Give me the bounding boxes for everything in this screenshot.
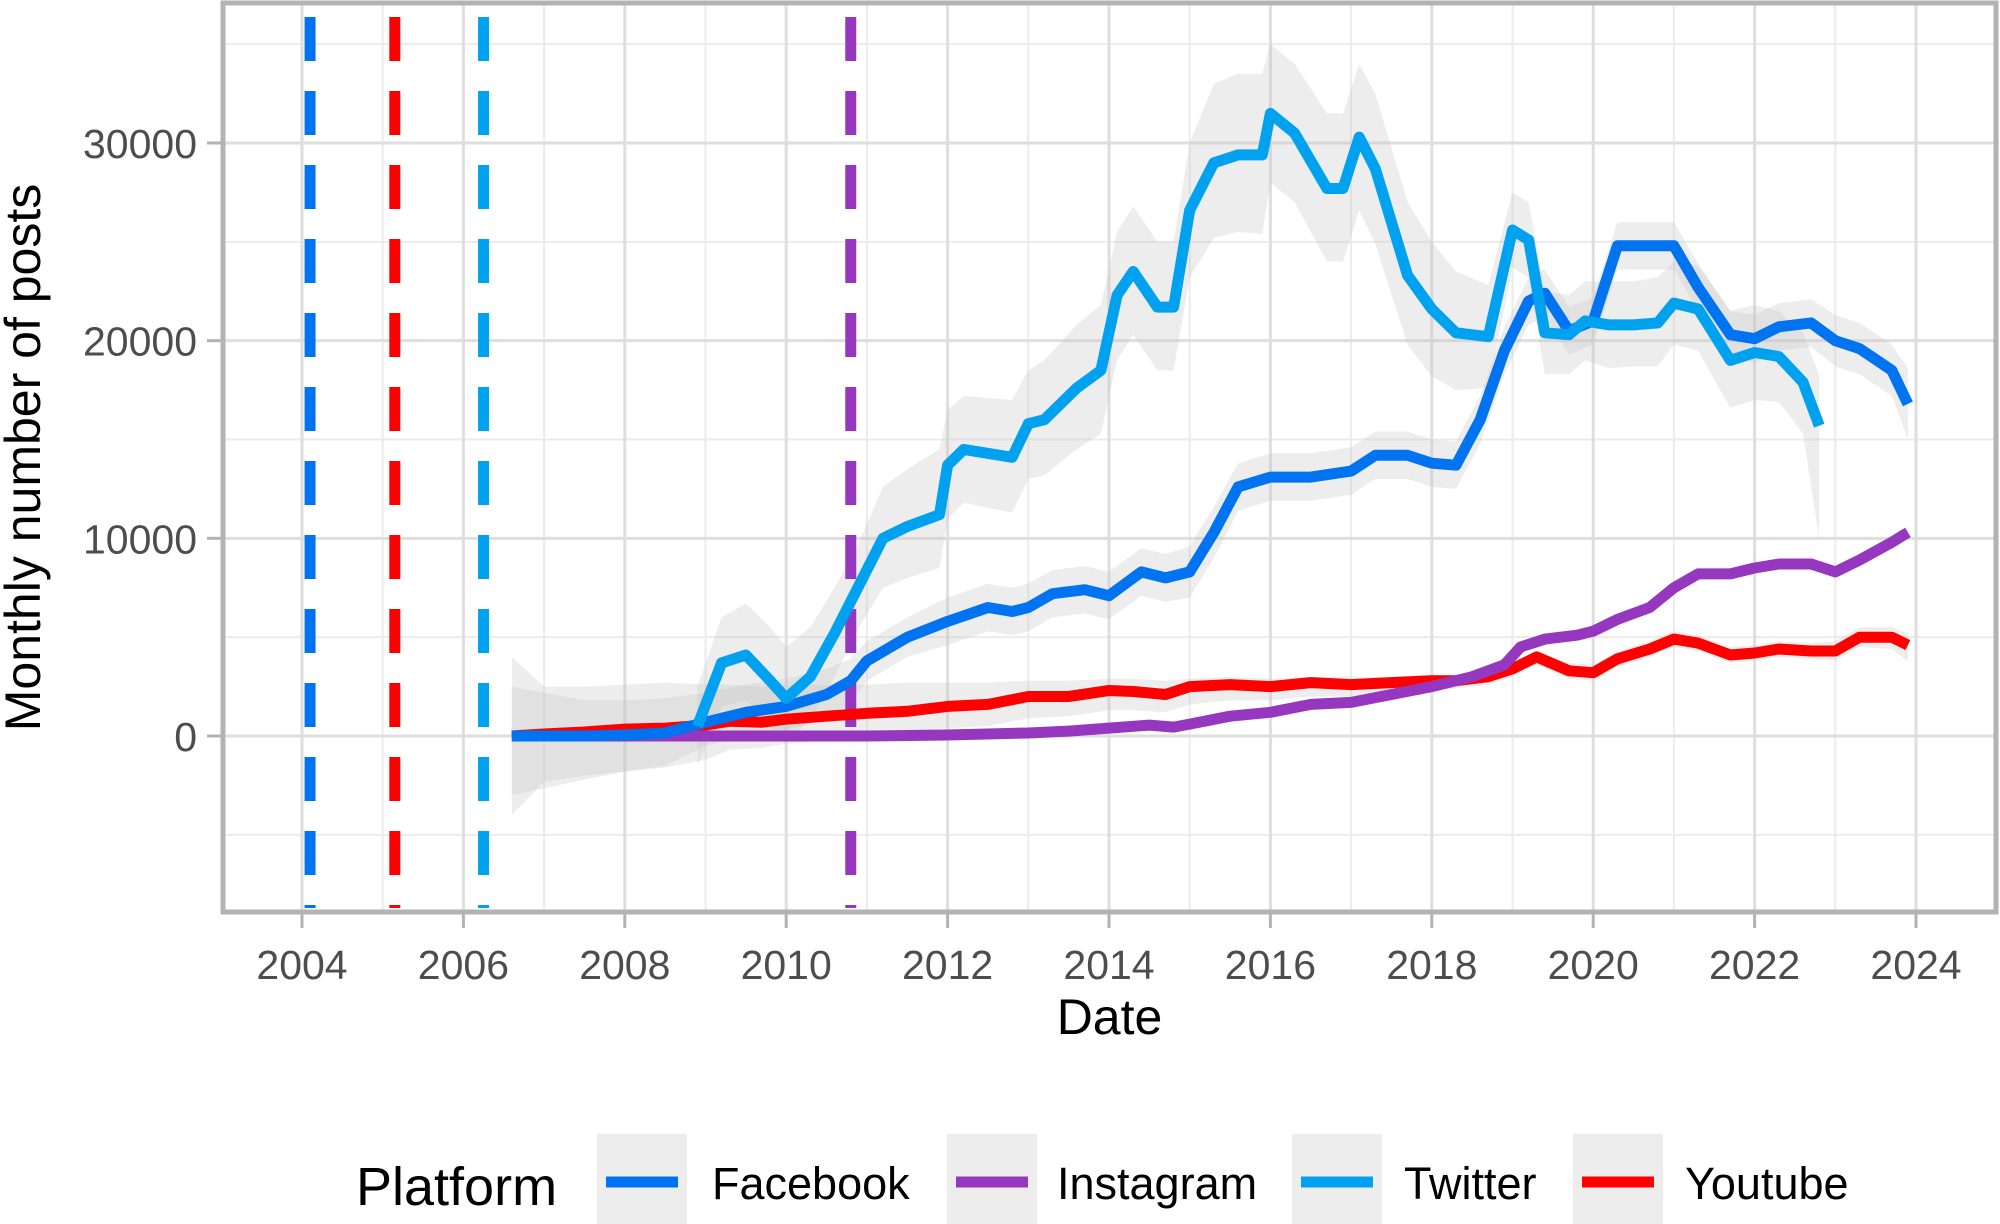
y-axis: 0 10000 20000 30000 — [83, 121, 221, 760]
plot-panel-border — [220, 0, 1999, 915]
x-tick-label: 2018 — [1386, 942, 1477, 988]
platform-launch-lines — [304, 17, 857, 908]
series-line-facebook — [511, 240, 1913, 742]
y-axis-title: Monthly number of posts — [0, 184, 51, 732]
confidence-band-facebook — [511, 222, 1908, 796]
y-tick-label: 20000 — [83, 319, 197, 365]
legend-item-facebook: Facebook — [597, 1134, 910, 1224]
series-lines — [511, 107, 1913, 742]
legend-item-youtube: Youtube — [1573, 1134, 1849, 1224]
legend-label: Instagram — [1057, 1158, 1257, 1209]
series-line-twitter — [692, 107, 1825, 729]
x-tick-label: 2008 — [579, 942, 670, 988]
major-gridlines — [223, 3, 1996, 912]
x-tick-label: 2004 — [256, 942, 347, 988]
x-tick-label: 2014 — [1063, 942, 1154, 988]
x-tick-label: 2006 — [418, 942, 509, 988]
x-axis-title: Date — [1057, 989, 1163, 1045]
legend-item-instagram: Instagram — [947, 1134, 1257, 1224]
y-tick-label: 10000 — [83, 516, 197, 562]
x-axis: 2004 2006 2008 2010 2012 2014 2016 2018 2020 2022… — [256, 914, 1962, 988]
legend: Platform Facebook Instagram Twitter Youtube — [356, 1134, 1849, 1224]
x-tick-label: 2010 — [741, 942, 832, 988]
legend-label: Facebook — [712, 1158, 910, 1209]
plot-panel — [220, 0, 1999, 915]
x-tick-label: 2024 — [1870, 942, 1961, 988]
confidence-band-twitter — [697, 44, 1820, 766]
y-tick-label: 30000 — [83, 121, 197, 167]
legend-title: Platform — [356, 1157, 557, 1217]
y-tick-label: 0 — [174, 714, 197, 760]
series-line-youtube — [511, 631, 1911, 742]
x-tick-label: 2022 — [1709, 942, 1800, 988]
legend-label: Youtube — [1685, 1158, 1849, 1209]
confidence-band-youtube — [511, 627, 1908, 816]
x-tick-label: 2012 — [902, 942, 993, 988]
legend-label: Twitter — [1404, 1158, 1537, 1209]
legend-item-twitter: Twitter — [1292, 1134, 1537, 1224]
series-line-instagram — [511, 527, 1911, 742]
x-tick-label: 2020 — [1548, 942, 1639, 988]
x-tick-label: 2016 — [1225, 942, 1316, 988]
confidence-bands — [511, 44, 1908, 816]
